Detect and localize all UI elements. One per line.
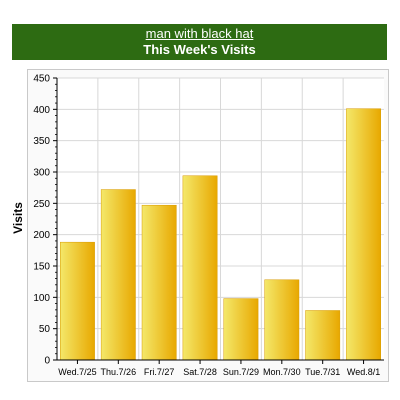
bar: [346, 108, 381, 361]
owner-link[interactable]: man with black hat: [145, 26, 254, 41]
chart-header-banner: man with black hat This Week's Visits: [12, 24, 387, 60]
x-tick-label: Thu.7/26: [101, 367, 137, 377]
bar: [182, 175, 218, 361]
bar: [100, 189, 136, 361]
bar: [141, 204, 177, 361]
x-tick-label: Mon.7/30: [263, 367, 301, 377]
y-tick-label: 100: [33, 293, 50, 304]
bar: [223, 298, 259, 361]
x-tick-label: Sat.7/28: [183, 367, 217, 377]
y-tick-label: 450: [33, 74, 50, 85]
y-tick-label: 350: [33, 136, 50, 147]
chart-title: This Week's Visits: [143, 42, 256, 57]
y-tick-label: 0: [44, 356, 50, 367]
x-tick-label: Tue.7/31: [305, 367, 340, 377]
y-tick-label: 50: [39, 324, 51, 335]
x-tick-label: Fri.7/27: [144, 367, 175, 377]
x-tick-label: Wed.7/25: [58, 367, 96, 377]
x-tick-label: Sun.7/29: [223, 367, 259, 377]
x-tick-label: Wed.8/1: [347, 367, 380, 377]
y-tick-label: 150: [33, 262, 50, 273]
bar: [264, 279, 300, 361]
bar: [60, 241, 95, 361]
y-tick-label: 400: [33, 105, 50, 116]
bar: [305, 310, 341, 361]
y-tick-label: 300: [33, 168, 50, 179]
y-axis-label: Visits: [11, 202, 25, 234]
y-tick-label: 250: [33, 199, 50, 210]
y-tick-label: 200: [33, 230, 50, 241]
